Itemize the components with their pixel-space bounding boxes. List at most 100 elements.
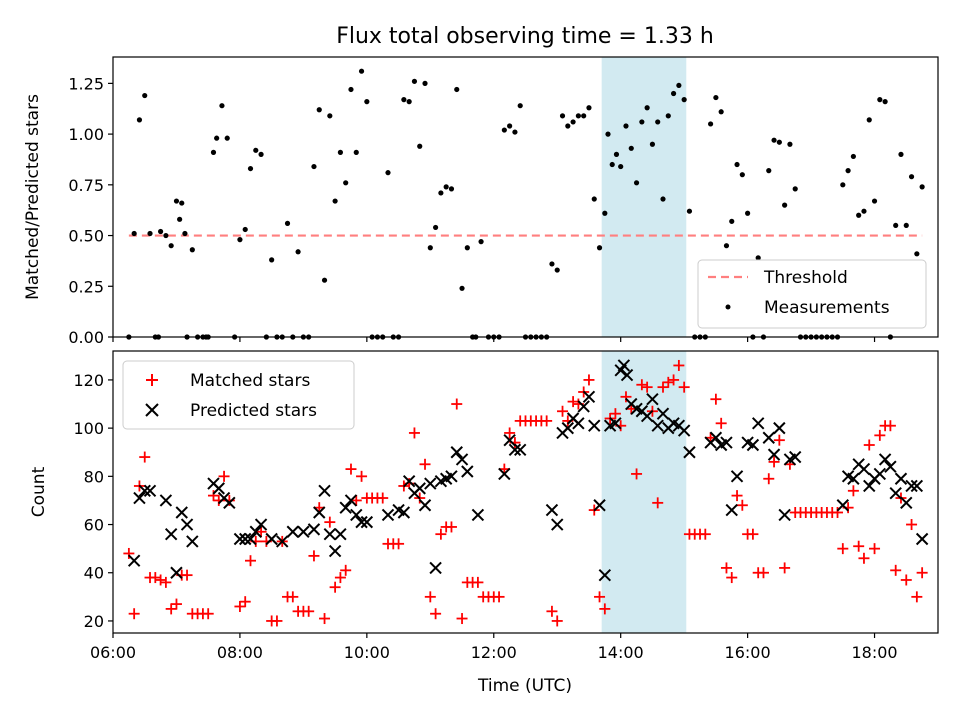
matched-star-point: [631, 468, 643, 480]
predicted-star-point: [344, 494, 358, 507]
measurement-point: [623, 123, 629, 129]
predicted-star-point: [307, 523, 321, 536]
matched-star-point: [599, 603, 611, 615]
predicted-star-point: [461, 465, 474, 478]
matched-star-point: [408, 427, 420, 439]
measurement-point: [136, 117, 143, 123]
measurement-point: [782, 202, 788, 208]
measurement-point: [422, 80, 428, 86]
measurement-point: [792, 186, 798, 192]
matched-star-point: [271, 615, 283, 627]
measurement-point: [665, 113, 671, 119]
measurement-point: [845, 168, 851, 174]
measurement-point: [903, 222, 909, 229]
measurement-point: [343, 180, 349, 186]
measurement-point: [670, 90, 677, 97]
top-y-tick-label: 0.50: [68, 227, 104, 246]
predicted-star-point: [551, 518, 564, 531]
measurement-point: [295, 249, 301, 255]
predicted-star-point: [233, 532, 247, 546]
predicted-star-point: [677, 424, 691, 437]
measurement-point: [850, 153, 856, 160]
predicted-star-point: [683, 446, 696, 459]
measurement-point: [707, 121, 714, 127]
matched-star-point: [451, 398, 463, 410]
legend-matched-label: Matched stars: [190, 371, 310, 391]
matched-star-point: [319, 613, 331, 625]
matched-star-point: [863, 439, 875, 451]
matched-star-point: [350, 494, 362, 506]
measurement-point: [605, 131, 611, 137]
predicted-star-point: [900, 496, 913, 510]
matched-star-point: [837, 543, 849, 555]
measurement-point: [427, 245, 433, 251]
legend-measurements-swatch: [725, 304, 731, 310]
predicted-star-point: [503, 433, 516, 447]
measurement-point: [247, 165, 254, 172]
predicted-star-point: [730, 470, 744, 483]
bottom-y-tick-label: 60: [84, 516, 104, 535]
matched-star-point: [170, 598, 182, 610]
predicted-star-point: [323, 527, 337, 541]
bottom-panel: 20 40 60 80 100 120 06:00 08:00 10:00 12:00 14:00…: [29, 350, 939, 696]
matched-star-point: [546, 605, 558, 617]
measurement-point: [478, 239, 484, 245]
predicted-star-point: [170, 566, 183, 579]
predicted-star-point: [424, 477, 437, 490]
measurement-point: [554, 267, 560, 273]
matched-star-point: [673, 359, 685, 371]
measurement-point: [411, 78, 418, 84]
measurement-point: [575, 113, 581, 119]
predicted-star-point: [789, 450, 802, 464]
predicted-star-point: [223, 496, 236, 510]
predicted-star-point: [762, 431, 775, 444]
top-y-axis-label: Matched/Predicted stars: [23, 94, 43, 300]
measurement-point: [517, 103, 523, 109]
measurement-point: [686, 208, 693, 214]
measurement-point: [219, 103, 225, 109]
measurement-point: [157, 228, 164, 235]
measurement-point: [237, 237, 243, 243]
measurement-point: [163, 232, 169, 239]
measurement-point: [147, 230, 153, 237]
measurement-point: [681, 97, 687, 103]
measurement-point: [898, 151, 904, 157]
matched-star-point: [493, 591, 505, 603]
measurement-point: [613, 151, 620, 157]
measurement-point: [549, 261, 555, 267]
bottom-x-axis: 06:00 08:00 10:00 12:00 14:00 16:00 18:00: [90, 633, 898, 662]
matched-star-point: [731, 490, 743, 502]
matched-star-point: [239, 596, 251, 608]
matched-star-point: [202, 608, 214, 620]
predicted-star-point: [450, 446, 463, 459]
measurement-point: [723, 243, 730, 249]
predicted-star-point: [656, 407, 670, 420]
measurement-point: [385, 170, 391, 176]
matched-star-point: [583, 374, 595, 386]
predicted-star-point: [508, 443, 522, 457]
measurement-point: [591, 196, 597, 202]
matched-star-point: [773, 434, 785, 446]
predicted-star-point: [265, 532, 278, 546]
predicted-star-point: [133, 491, 146, 505]
predicted-star-point: [746, 438, 760, 452]
top-highlight-span: [601, 57, 687, 337]
top-axes-frame: [112, 56, 939, 338]
bottom-data-layer: [123, 359, 929, 627]
predicted-star-point: [402, 474, 416, 488]
matched-star-point: [255, 526, 267, 538]
predicted-star-point: [709, 431, 723, 444]
top-y-tick-label: 0.75: [68, 176, 104, 195]
bottom-y-tick-label: 120: [73, 371, 104, 390]
x-tick-label: 12:00: [471, 643, 517, 662]
matched-star-point: [906, 519, 918, 531]
predicted-star-point: [847, 472, 860, 485]
bottom-y-tick-label: 100: [73, 419, 104, 438]
predicted-star-point: [836, 499, 850, 512]
predicted-star-point: [863, 479, 876, 493]
legend-threshold-label: Threshold: [763, 268, 848, 288]
predicted-star-point: [249, 525, 262, 538]
measurement-point: [877, 97, 883, 103]
measurement-point: [660, 196, 666, 202]
x-axis-label: Time (UTC): [477, 676, 572, 696]
